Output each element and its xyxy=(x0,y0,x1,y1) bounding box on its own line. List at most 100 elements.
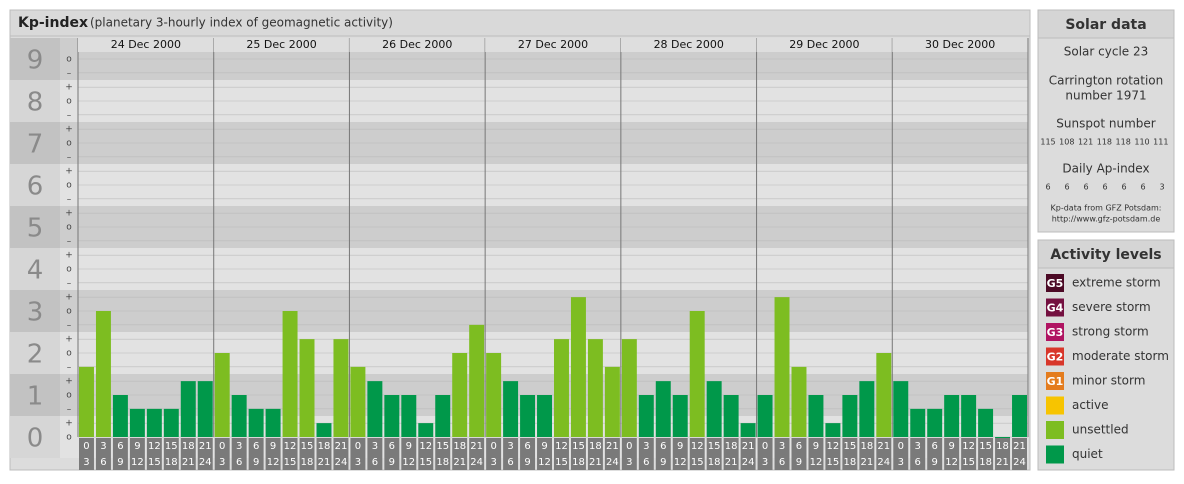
legend-label: quiet xyxy=(1072,447,1103,461)
hour-label: 9 xyxy=(677,441,683,452)
hour-label: 24 xyxy=(1013,457,1026,468)
hour-label: 0 xyxy=(355,441,361,452)
minor-tick-label: – xyxy=(67,404,72,414)
hour-label: 18 xyxy=(844,457,857,468)
bar xyxy=(146,408,162,437)
bar xyxy=(214,353,230,437)
hour-label: 9 xyxy=(253,457,259,468)
hour-box xyxy=(112,438,128,470)
band-label-bg xyxy=(10,332,60,374)
hour-label: 6 xyxy=(100,457,106,468)
hour-label: 12 xyxy=(827,441,840,452)
hour-box xyxy=(469,438,485,470)
hour-label: 15 xyxy=(827,457,840,468)
hour-label: 6 xyxy=(389,441,395,452)
bar xyxy=(961,395,977,437)
hour-label: 21 xyxy=(470,441,483,452)
bar xyxy=(927,408,943,437)
chart-title: Kp-index xyxy=(18,15,88,31)
band-label-bg xyxy=(10,248,60,290)
hour-label: 15 xyxy=(301,441,314,452)
source-url[interactable]: http://www.gfz-potsdam.de xyxy=(1052,215,1161,224)
hour-label: 12 xyxy=(674,457,687,468)
sunspot-value: 108 xyxy=(1059,138,1074,147)
hour-label: 24 xyxy=(335,457,348,468)
hour-label: 18 xyxy=(182,441,195,452)
hour-label: 12 xyxy=(419,441,432,452)
date-label: 28 Dec 2000 xyxy=(654,38,724,51)
hour-box xyxy=(978,438,994,470)
ap-value: 3 xyxy=(1159,183,1164,192)
hour-box xyxy=(265,438,281,470)
hour-box xyxy=(95,438,111,470)
hour-label: 0 xyxy=(490,441,496,452)
y-tick-label: 4 xyxy=(27,256,44,286)
bar xyxy=(876,353,892,437)
hour-label: 18 xyxy=(725,441,738,452)
bar xyxy=(248,408,264,437)
hour-label: 21 xyxy=(725,457,738,468)
minor-tick-label: – xyxy=(67,362,72,372)
hour-box xyxy=(910,438,926,470)
hour-label: 0 xyxy=(219,441,225,452)
bar xyxy=(520,395,536,437)
legend-label: strong storm xyxy=(1072,325,1149,339)
hour-label: 9 xyxy=(660,457,666,468)
bar xyxy=(418,423,434,437)
bar xyxy=(689,311,705,437)
hour-label: 0 xyxy=(626,441,632,452)
legend-badge: G3 xyxy=(1047,326,1064,339)
sunspot-value: 118 xyxy=(1097,138,1112,147)
title-bar xyxy=(9,9,1031,37)
bar xyxy=(910,408,926,437)
legend-label: severe storm xyxy=(1072,300,1151,314)
minor-tick-label: – xyxy=(67,236,72,246)
hour-label: 18 xyxy=(589,441,602,452)
bar xyxy=(112,395,128,437)
hour-box xyxy=(350,438,366,470)
band-label-bg xyxy=(10,290,60,332)
hour-label: 21 xyxy=(318,457,331,468)
hour-box xyxy=(503,438,519,470)
hour-box xyxy=(197,438,213,470)
bar xyxy=(554,339,569,437)
bar xyxy=(384,395,400,437)
hour-label: 3 xyxy=(83,457,89,468)
bar xyxy=(1012,395,1027,437)
hour-box xyxy=(876,438,892,470)
hour-box xyxy=(401,438,417,470)
bar xyxy=(401,395,417,437)
bar xyxy=(655,381,671,437)
hour-box xyxy=(672,438,688,470)
band-label-bg xyxy=(10,374,60,416)
bar xyxy=(978,408,994,437)
hour-label: 6 xyxy=(932,441,938,452)
y-tick-label: 3 xyxy=(27,298,44,328)
hour-label: 15 xyxy=(691,457,704,468)
bar xyxy=(299,339,315,437)
hour-box xyxy=(706,438,722,470)
hour-label: 3 xyxy=(372,441,378,452)
hour-label: 3 xyxy=(355,457,361,468)
hour-label: 0 xyxy=(898,441,904,452)
hour-label: 3 xyxy=(779,441,785,452)
date-label: 29 Dec 2000 xyxy=(789,38,859,51)
hour-label: 3 xyxy=(100,441,106,452)
legend-swatch xyxy=(1046,347,1064,366)
solar-cycle: Solar cycle 23 xyxy=(1064,45,1149,59)
hour-box xyxy=(452,438,468,470)
bar xyxy=(231,395,247,437)
bar xyxy=(706,381,722,437)
hour-label: 6 xyxy=(117,441,123,452)
hour-label: 12 xyxy=(555,441,568,452)
legend-swatch xyxy=(1046,445,1064,464)
bar xyxy=(825,423,841,437)
minor-tick-label: + xyxy=(65,125,73,135)
hour-label: 15 xyxy=(555,457,568,468)
hour-box xyxy=(231,438,247,470)
bar xyxy=(95,311,111,437)
bar xyxy=(282,311,298,437)
hour-label: 21 xyxy=(877,441,890,452)
hour-label: 18 xyxy=(708,457,721,468)
minor-tick-label: o xyxy=(66,307,72,317)
